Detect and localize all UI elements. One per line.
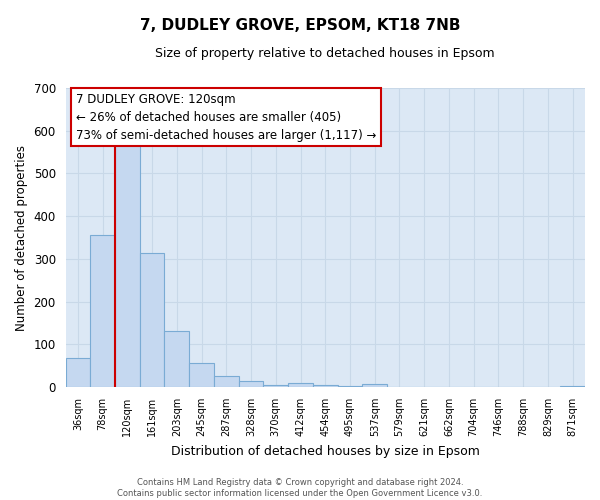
- Bar: [560, 386, 585, 387]
- Bar: [189, 362, 214, 387]
- Text: 7 DUDLEY GROVE: 120sqm
← 26% of detached houses are smaller (405)
73% of semi-de: 7 DUDLEY GROVE: 120sqm ← 26% of detached…: [76, 92, 376, 142]
- Bar: [164, 330, 189, 387]
- Text: 7, DUDLEY GROVE, EPSOM, KT18 7NB: 7, DUDLEY GROVE, EPSOM, KT18 7NB: [140, 18, 460, 32]
- Bar: [239, 381, 263, 387]
- Bar: [140, 254, 164, 387]
- X-axis label: Distribution of detached houses by size in Epsom: Distribution of detached houses by size …: [171, 444, 480, 458]
- Title: Size of property relative to detached houses in Epsom: Size of property relative to detached ho…: [155, 48, 495, 60]
- Bar: [263, 385, 288, 387]
- Bar: [362, 384, 387, 387]
- Bar: [65, 358, 90, 387]
- Bar: [90, 236, 115, 387]
- Text: Contains HM Land Registry data © Crown copyright and database right 2024.
Contai: Contains HM Land Registry data © Crown c…: [118, 478, 482, 498]
- Bar: [338, 386, 362, 387]
- Bar: [313, 385, 338, 387]
- Bar: [288, 383, 313, 387]
- Y-axis label: Number of detached properties: Number of detached properties: [15, 144, 28, 330]
- Bar: [115, 144, 140, 387]
- Bar: [214, 376, 239, 387]
